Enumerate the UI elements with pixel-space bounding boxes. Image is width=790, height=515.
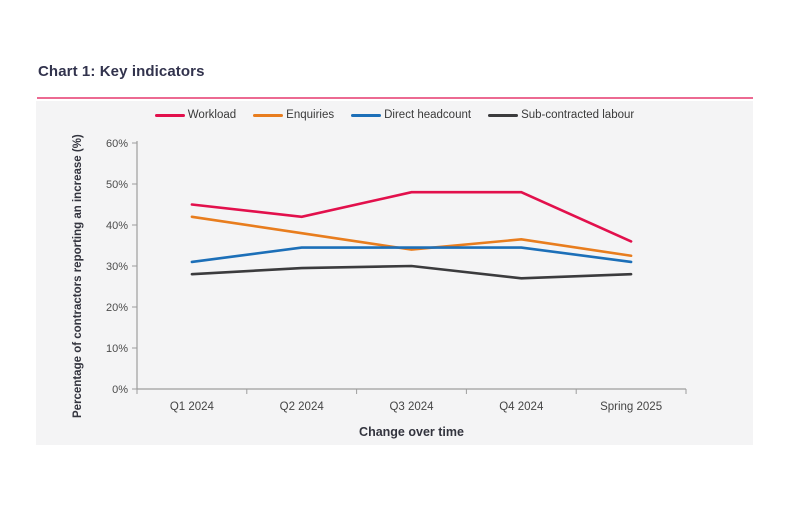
legend-item-direct-headcount: Direct headcount	[351, 109, 471, 121]
chart-panel: Workload Enquiries Direct headcount Sub-con…	[36, 101, 753, 445]
x-tick-label: Q4 2024	[499, 401, 544, 413]
series-line-workload	[190, 190, 633, 243]
x-axis-title: Change over time	[359, 425, 464, 439]
y-tick-label: 20%	[106, 302, 128, 314]
series-line-direct-headcount	[190, 246, 633, 264]
legend-item-sub-contracted-labour: Sub-contracted labour	[488, 109, 634, 121]
x-tick-label: Q1 2024	[170, 401, 215, 413]
chart-legend: Workload Enquiries Direct headcount Sub-con…	[36, 109, 753, 121]
series-line-enquiries	[190, 215, 633, 258]
x-tick-label: Q2 2024	[280, 401, 325, 413]
legend-item-enquiries: Enquiries	[253, 109, 334, 121]
legend-swatch-direct-headcount	[351, 113, 382, 117]
y-tick-label: 40%	[106, 220, 128, 232]
legend-item-workload: Workload	[154, 109, 237, 121]
x-tick-label: Spring 2025	[600, 401, 662, 413]
y-tick-label: 60%	[106, 138, 128, 150]
legend-label: Direct headcount	[384, 109, 472, 121]
series-line-sub-contracted-labour	[190, 264, 633, 280]
line-chart: 0% 10% 20% 30% 40% 50% 60% Q1 2024 Q2 2024 Q3 202…	[106, 138, 687, 413]
legend-swatch-sub-contracted-labour	[488, 113, 519, 117]
y-tick-label: 50%	[106, 179, 128, 191]
title-divider-rule	[37, 97, 753, 99]
y-tick-label: 30%	[106, 261, 128, 273]
legend-swatch-workload	[154, 113, 185, 117]
x-tick-label: Q3 2024	[389, 401, 434, 413]
chart-title: Chart 1: Key indicators	[38, 63, 205, 80]
legend-swatch-enquiries	[253, 113, 284, 117]
y-tick-label: 0%	[112, 384, 128, 396]
y-tick-label: 10%	[106, 343, 128, 355]
legend-label: Enquiries	[286, 109, 335, 121]
legend-label: Sub-contracted labour	[521, 109, 635, 121]
legend-label: Workload	[187, 109, 237, 121]
